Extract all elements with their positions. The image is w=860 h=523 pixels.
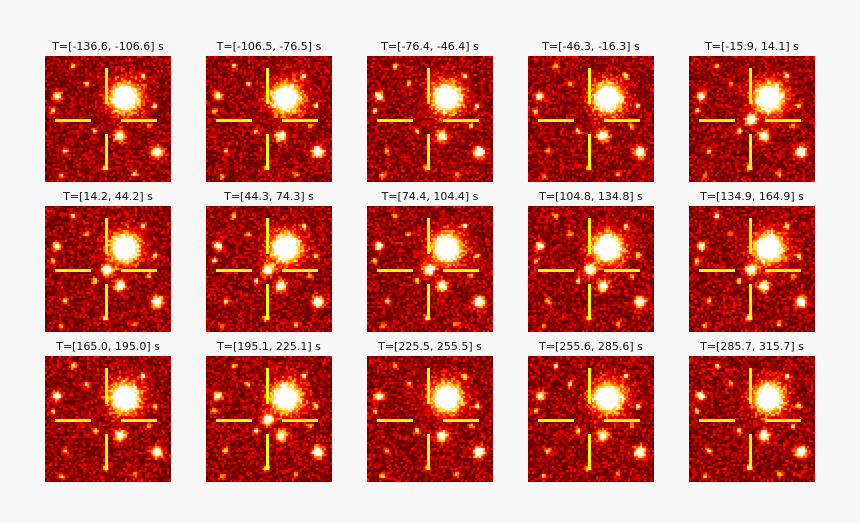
- image-panel: T=[165.0, 195.0] s: [45, 340, 171, 482]
- stamp-image: [367, 56, 493, 182]
- stamp-image: [45, 56, 171, 182]
- image-panel: T=[-106.5, -76.5] s: [206, 40, 332, 182]
- panel-title: T=[134.9, 164.9] s: [700, 190, 804, 203]
- panel-title: T=[165.0, 195.0] s: [56, 340, 160, 353]
- panel-title: T=[104.8, 134.8] s: [539, 190, 643, 203]
- image-panel: T=[-136.6, -106.6] s: [45, 40, 171, 182]
- panel-title: T=[255.6, 285.6] s: [539, 340, 643, 353]
- image-panel: T=[74.4, 104.4] s: [367, 190, 493, 332]
- panel-title: T=[74.4, 104.4] s: [381, 190, 479, 203]
- panel-title: T=[-15.9, 14.1] s: [705, 40, 799, 53]
- stamp-image: [689, 56, 815, 182]
- image-panel: T=[14.2, 44.2] s: [45, 190, 171, 332]
- stamp-image: [689, 356, 815, 482]
- image-panel: T=[255.6, 285.6] s: [528, 340, 654, 482]
- panel-title: T=[285.7, 315.7] s: [700, 340, 804, 353]
- image-panel: T=[225.5, 255.5] s: [367, 340, 493, 482]
- stamp-image: [367, 356, 493, 482]
- panel-title: T=[14.2, 44.2] s: [63, 190, 153, 203]
- panel-title: T=[225.5, 255.5] s: [378, 340, 482, 353]
- stamp-image: [689, 206, 815, 332]
- image-panel: T=[-46.3, -16.3] s: [528, 40, 654, 182]
- image-panel: T=[-15.9, 14.1] s: [689, 40, 815, 182]
- panel-title: T=[-136.6, -106.6] s: [52, 40, 164, 53]
- stamp-image: [528, 356, 654, 482]
- image-panel: T=[-76.4, -46.4] s: [367, 40, 493, 182]
- stamp-image: [45, 206, 171, 332]
- image-panel: T=[134.9, 164.9] s: [689, 190, 815, 332]
- stamp-image: [206, 206, 332, 332]
- stamp-image: [206, 356, 332, 482]
- panel-title: T=[-46.3, -16.3] s: [542, 40, 640, 53]
- image-panel: T=[285.7, 315.7] s: [689, 340, 815, 482]
- panel-title: T=[-106.5, -76.5] s: [216, 40, 322, 53]
- image-panel: T=[104.8, 134.8] s: [528, 190, 654, 332]
- stamp-image: [206, 56, 332, 182]
- image-panel: T=[195.1, 225.1] s: [206, 340, 332, 482]
- stamp-image: [367, 206, 493, 332]
- stamp-image: [528, 56, 654, 182]
- panel-title: T=[195.1, 225.1] s: [217, 340, 321, 353]
- stamp-image: [45, 356, 171, 482]
- image-panel: T=[44.3, 74.3] s: [206, 190, 332, 332]
- stamp-image: [528, 206, 654, 332]
- panel-title: T=[-76.4, -46.4] s: [381, 40, 479, 53]
- panel-title: T=[44.3, 74.3] s: [224, 190, 314, 203]
